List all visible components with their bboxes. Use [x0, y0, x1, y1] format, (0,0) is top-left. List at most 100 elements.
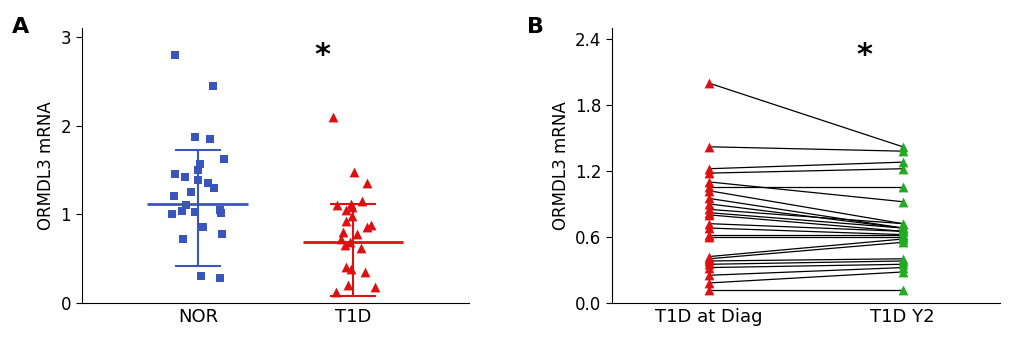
- Point: [354, 198, 370, 204]
- Point: [328, 202, 344, 208]
- Point: [700, 144, 716, 150]
- Point: [166, 171, 182, 177]
- Point: [359, 225, 375, 230]
- Point: [166, 194, 182, 199]
- Point: [700, 201, 716, 207]
- Point: [336, 242, 353, 248]
- Point: [334, 229, 351, 235]
- Point: [363, 222, 379, 228]
- Point: [344, 204, 361, 210]
- Text: *: *: [855, 41, 871, 70]
- Point: [894, 159, 910, 165]
- Point: [357, 269, 373, 275]
- Point: [894, 225, 910, 231]
- Point: [327, 289, 343, 295]
- Y-axis label: ORMDL3 mRNA: ORMDL3 mRNA: [551, 101, 569, 230]
- Point: [214, 231, 230, 237]
- Point: [894, 262, 910, 267]
- Point: [190, 178, 206, 183]
- Text: *: *: [314, 42, 329, 70]
- Point: [186, 134, 203, 140]
- Point: [700, 256, 716, 262]
- Point: [894, 232, 910, 238]
- Point: [212, 207, 228, 213]
- Point: [178, 202, 195, 208]
- Point: [700, 212, 716, 218]
- Point: [700, 232, 716, 238]
- Point: [341, 240, 358, 245]
- Point: [894, 269, 910, 275]
- Point: [700, 170, 716, 176]
- Point: [894, 232, 910, 238]
- Point: [700, 166, 716, 171]
- Point: [175, 236, 192, 242]
- Point: [183, 189, 200, 195]
- Point: [894, 166, 910, 171]
- Point: [202, 136, 218, 142]
- Point: [342, 201, 359, 206]
- Point: [190, 167, 206, 173]
- Point: [337, 264, 354, 270]
- Point: [894, 148, 910, 154]
- Point: [894, 199, 910, 205]
- Y-axis label: ORMDL3 mRNA: ORMDL3 mRNA: [37, 101, 55, 230]
- Point: [700, 262, 716, 267]
- Point: [339, 282, 356, 288]
- Point: [177, 174, 194, 180]
- Point: [193, 274, 209, 279]
- Point: [700, 272, 716, 278]
- Point: [337, 207, 354, 213]
- Point: [700, 207, 716, 212]
- Point: [700, 258, 716, 264]
- Text: A: A: [12, 17, 30, 37]
- Point: [700, 287, 716, 293]
- Point: [700, 280, 716, 286]
- Point: [700, 188, 716, 194]
- Point: [894, 239, 910, 245]
- Point: [894, 258, 910, 264]
- Point: [894, 287, 910, 293]
- Point: [700, 80, 716, 86]
- Point: [345, 169, 362, 175]
- Point: [348, 231, 365, 237]
- Point: [700, 184, 716, 190]
- Point: [212, 275, 228, 281]
- Point: [700, 221, 716, 226]
- Point: [324, 114, 340, 120]
- Point: [164, 211, 180, 217]
- Point: [894, 234, 910, 240]
- Point: [894, 184, 910, 190]
- Point: [700, 234, 716, 240]
- Text: B: B: [526, 17, 543, 37]
- Point: [700, 254, 716, 259]
- Point: [332, 236, 348, 242]
- Point: [700, 225, 716, 231]
- Point: [195, 225, 211, 230]
- Point: [337, 219, 354, 224]
- Point: [206, 185, 222, 190]
- Point: [200, 180, 216, 186]
- Point: [353, 245, 369, 251]
- Point: [894, 236, 910, 242]
- Point: [358, 180, 374, 186]
- Point: [213, 210, 229, 216]
- Point: [700, 179, 716, 185]
- Point: [166, 52, 182, 57]
- Point: [342, 266, 359, 272]
- Point: [894, 228, 910, 234]
- Point: [367, 284, 383, 290]
- Point: [700, 210, 716, 215]
- Point: [215, 156, 231, 162]
- Point: [186, 209, 203, 215]
- Point: [205, 83, 221, 89]
- Point: [894, 221, 910, 226]
- Point: [894, 256, 910, 262]
- Point: [894, 265, 910, 270]
- Point: [700, 265, 716, 270]
- Point: [894, 221, 910, 226]
- Point: [894, 225, 910, 231]
- Point: [700, 196, 716, 201]
- Point: [343, 213, 360, 219]
- Point: [894, 228, 910, 234]
- Point: [894, 144, 910, 150]
